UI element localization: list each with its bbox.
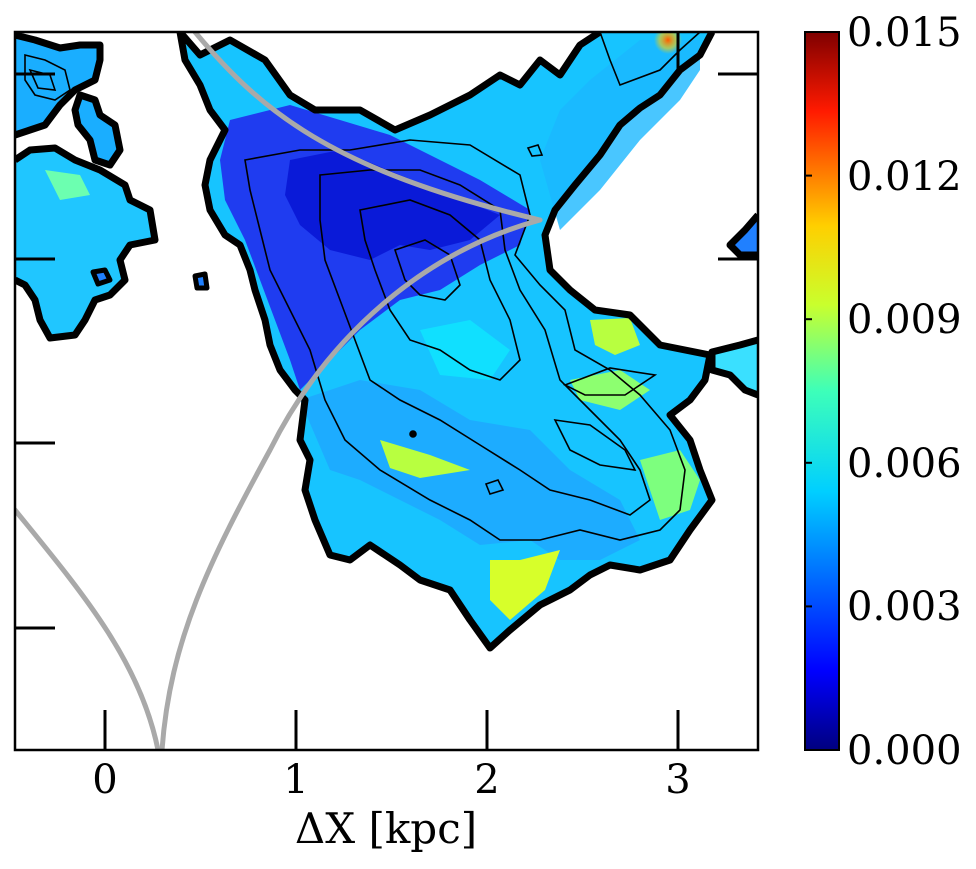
colorbar-gradient xyxy=(804,31,840,751)
colorbar-tick-labels: 0.000 0.003 0.006 0.009 0.012 0.015 xyxy=(847,10,962,774)
green-patch-4 xyxy=(570,370,650,410)
left-island-mid xyxy=(15,148,155,338)
colorbar-label-2: 0.006 xyxy=(847,441,962,487)
outline-left-top xyxy=(15,32,104,139)
contour-dot xyxy=(409,430,417,438)
plot-frame xyxy=(13,30,760,752)
colorbar-label-1: 0.003 xyxy=(847,584,962,630)
x-tick-label-3: 3 xyxy=(665,757,690,803)
x-tick-label-2: 2 xyxy=(474,757,499,803)
outline-left-mid xyxy=(15,144,159,342)
x-tick-label-0: 0 xyxy=(92,757,117,803)
right-island-2 xyxy=(712,340,758,395)
green-patch-3 xyxy=(590,318,640,355)
colorbar-ticks xyxy=(805,31,812,751)
colorbar: 0.000 0.003 0.006 0.009 0.012 0.015 xyxy=(804,10,962,774)
x-axis-label: ΔX [kpc] xyxy=(295,804,477,853)
green-patch-5 xyxy=(640,450,700,520)
contour-tiny-1 xyxy=(484,479,505,495)
density-contours xyxy=(24,32,701,541)
plot-area xyxy=(15,32,758,750)
caustic-left-arc xyxy=(15,507,161,750)
x-tick-labels: 0 1 2 3 xyxy=(92,757,690,803)
small-island-1 xyxy=(75,95,120,165)
outline-main xyxy=(176,32,716,652)
colorbar-label-4: 0.012 xyxy=(847,154,962,200)
left-island-mid-light xyxy=(45,170,90,200)
caustic-upper-arc xyxy=(192,32,543,223)
x-tick-label-1: 1 xyxy=(283,757,308,803)
outline-right-2 xyxy=(708,336,758,399)
contour-outer xyxy=(244,139,686,541)
density-field xyxy=(15,32,758,648)
outline-small-3 xyxy=(192,271,210,291)
contour-right-loop xyxy=(563,367,658,396)
colorbar-label-0: 0.000 xyxy=(847,728,962,774)
cyan-patch xyxy=(420,320,510,380)
left-island-top xyxy=(15,35,100,135)
contour-top-right xyxy=(599,32,701,87)
contour-inner xyxy=(359,199,521,381)
outline-small-2 xyxy=(90,267,113,287)
caustic-curve xyxy=(15,32,543,750)
tick-marks xyxy=(15,32,758,750)
contour-mid xyxy=(319,169,651,516)
contour-low-loop xyxy=(553,418,637,472)
green-patch-2 xyxy=(490,550,560,620)
region-outlines xyxy=(15,32,758,652)
green-patch-1 xyxy=(380,440,470,478)
colorbar-label-5: 0.015 xyxy=(847,10,962,56)
outline-small-1 xyxy=(71,91,124,169)
caustic-lower-arc xyxy=(159,217,543,750)
contour-left-top xyxy=(24,53,71,101)
contour-tiny-2 xyxy=(526,144,544,157)
outline-right-1 xyxy=(726,212,758,259)
colorbar-label-3: 0.009 xyxy=(847,297,962,343)
dark-core-inner xyxy=(285,150,500,260)
hot-spot xyxy=(654,32,682,54)
